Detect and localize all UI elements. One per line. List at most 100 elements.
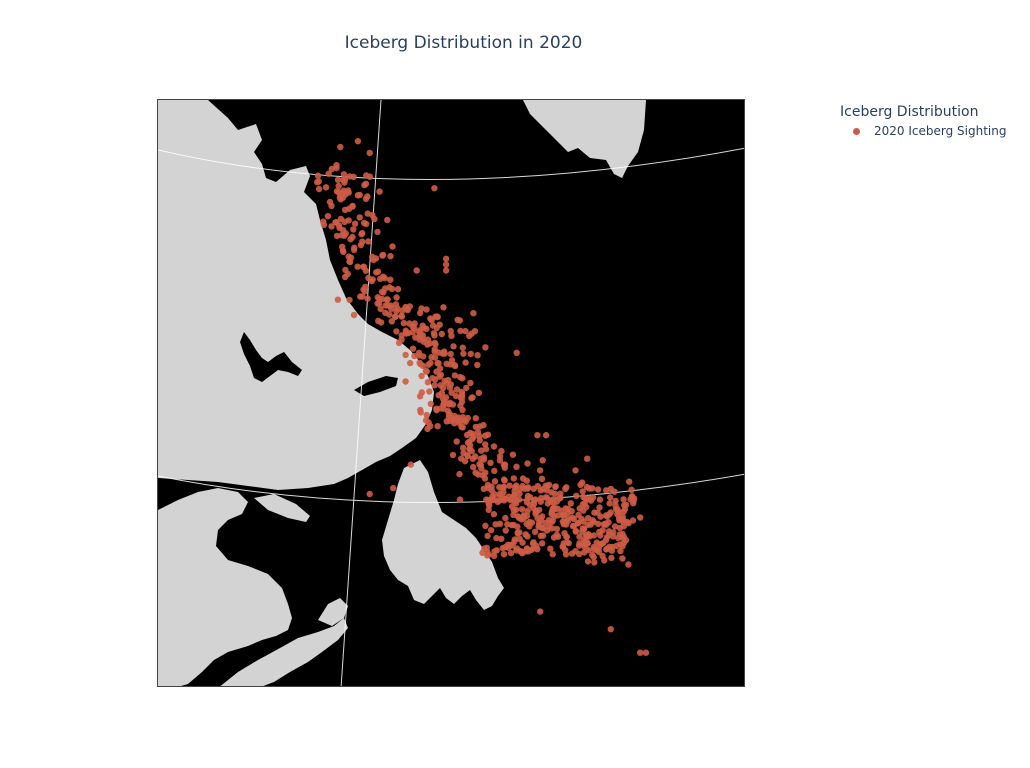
iceberg-point[interactable] (620, 523, 627, 530)
iceberg-point[interactable] (378, 319, 385, 326)
iceberg-point[interactable] (545, 523, 553, 530)
iceberg-point[interactable] (365, 238, 372, 245)
iceberg-point[interactable] (596, 504, 603, 511)
iceberg-point[interactable] (427, 400, 434, 407)
iceberg-point[interactable] (502, 495, 509, 503)
iceberg-point[interactable] (453, 386, 461, 393)
iceberg-point[interactable] (423, 411, 430, 419)
iceberg-point[interactable] (320, 218, 327, 225)
iceberg-point[interactable] (522, 531, 529, 538)
iceberg-point[interactable] (322, 184, 330, 191)
iceberg-point[interactable] (482, 522, 489, 529)
iceberg-point[interactable] (357, 241, 365, 249)
iceberg-point[interactable] (406, 303, 413, 310)
iceberg-point[interactable] (484, 532, 491, 540)
iceberg-point[interactable] (585, 532, 592, 540)
iceberg-point[interactable] (491, 467, 498, 475)
iceberg-point[interactable] (365, 274, 372, 282)
iceberg-point[interactable] (339, 243, 346, 250)
iceberg-point[interactable] (457, 327, 464, 335)
iceberg-point[interactable] (388, 305, 395, 312)
iceberg-point[interactable] (583, 483, 591, 491)
iceberg-point[interactable] (438, 389, 446, 397)
iceberg-point[interactable] (538, 475, 546, 482)
iceberg-point[interactable] (500, 551, 508, 558)
iceberg-point[interactable] (535, 523, 542, 530)
iceberg-point[interactable] (552, 483, 559, 491)
iceberg-point[interactable] (339, 194, 347, 201)
iceberg-point[interactable] (427, 422, 434, 430)
iceberg-point[interactable] (501, 461, 509, 468)
iceberg-point[interactable] (514, 523, 521, 530)
iceberg-point[interactable] (344, 270, 351, 278)
iceberg-point[interactable] (564, 517, 571, 525)
iceberg-point[interactable] (334, 296, 342, 303)
iceberg-point[interactable] (577, 481, 584, 488)
iceberg-point[interactable] (482, 445, 490, 453)
iceberg-point[interactable] (626, 478, 633, 485)
iceberg-point[interactable] (549, 551, 556, 558)
iceberg-point[interactable] (478, 447, 485, 454)
iceberg-point[interactable] (389, 243, 396, 250)
iceberg-point[interactable] (530, 545, 537, 552)
iceberg-point[interactable] (446, 399, 454, 406)
iceberg-point[interactable] (509, 451, 517, 458)
iceberg-point[interactable] (576, 533, 583, 540)
iceberg-point[interactable] (426, 388, 433, 395)
iceberg-point[interactable] (436, 321, 443, 328)
iceberg-point[interactable] (518, 506, 526, 513)
iceberg-point[interactable] (637, 514, 644, 521)
iceberg-point[interactable] (617, 547, 624, 555)
iceberg-point[interactable] (328, 223, 335, 230)
iceberg-point[interactable] (572, 548, 579, 555)
iceberg-point[interactable] (483, 544, 490, 551)
iceberg-point[interactable] (579, 501, 586, 508)
iceberg-point[interactable] (360, 286, 367, 293)
iceberg-point[interactable] (378, 288, 386, 296)
iceberg-point[interactable] (493, 534, 500, 542)
iceberg-point[interactable] (469, 455, 476, 462)
iceberg-point[interactable] (599, 540, 607, 547)
iceberg-point[interactable] (442, 267, 450, 274)
iceberg-point[interactable] (464, 452, 471, 459)
iceberg-point[interactable] (519, 482, 526, 490)
iceberg-point[interactable] (336, 224, 343, 232)
iceberg-point[interactable] (362, 195, 370, 202)
iceberg-point[interactable] (591, 559, 598, 566)
iceberg-point[interactable] (346, 296, 353, 304)
iceberg-point[interactable] (333, 188, 341, 195)
iceberg-point[interactable] (510, 475, 517, 482)
iceberg-point[interactable] (384, 216, 391, 224)
iceberg-point[interactable] (472, 469, 479, 476)
iceberg-point[interactable] (607, 494, 614, 501)
iceberg-point[interactable] (487, 459, 494, 466)
iceberg-point[interactable] (605, 528, 613, 535)
iceberg-point[interactable] (482, 432, 489, 439)
iceberg-point[interactable] (476, 461, 483, 468)
iceberg-point[interactable] (416, 393, 424, 400)
iceberg-point[interactable] (519, 539, 526, 546)
iceberg-point[interactable] (374, 294, 381, 301)
iceberg-point[interactable] (468, 394, 475, 402)
iceberg-point[interactable] (579, 488, 586, 495)
iceberg-point[interactable] (447, 350, 454, 358)
iceberg-point[interactable] (424, 379, 432, 386)
iceberg-points-layer[interactable] (314, 138, 650, 656)
iceberg-point[interactable] (513, 349, 520, 356)
iceberg-point[interactable] (340, 171, 348, 178)
iceberg-point[interactable] (547, 545, 554, 552)
iceberg-point[interactable] (482, 344, 489, 351)
iceberg-point[interactable] (551, 490, 559, 497)
iceberg-point[interactable] (612, 505, 620, 513)
iceberg-point[interactable] (608, 554, 615, 562)
iceberg-point[interactable] (496, 497, 503, 504)
iceberg-point[interactable] (467, 350, 474, 358)
iceberg-point[interactable] (350, 226, 357, 233)
iceberg-point[interactable] (514, 530, 521, 537)
iceberg-point[interactable] (559, 512, 566, 519)
iceberg-point[interactable] (447, 361, 454, 368)
iceberg-point[interactable] (434, 423, 441, 430)
iceberg-point[interactable] (602, 520, 609, 527)
iceberg-point[interactable] (518, 548, 525, 555)
iceberg-point[interactable] (440, 304, 447, 311)
